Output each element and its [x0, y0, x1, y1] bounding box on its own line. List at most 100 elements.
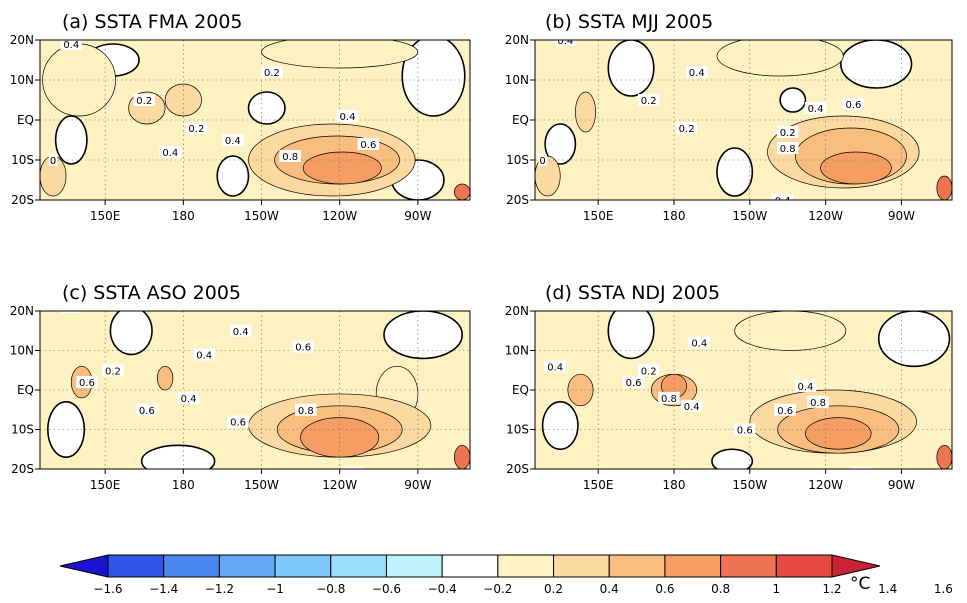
contour-label-bg — [842, 98, 865, 110]
contour-label-bg — [804, 102, 827, 114]
colorbar-tick-label: 0.8 — [711, 582, 730, 596]
x-tick-label: 120W — [808, 478, 843, 492]
contour-label: 0.4 — [684, 402, 700, 413]
contour-label: 0.4 — [808, 104, 824, 115]
contour-label: 0.4 — [162, 148, 178, 159]
contour-region — [575, 91, 597, 133]
y-tick-label: 10S — [506, 153, 529, 167]
y-tick-label: EQ — [17, 113, 34, 127]
x-tick-label: 180 — [172, 209, 195, 223]
contour-label-bg — [227, 415, 249, 428]
contour-region — [734, 311, 847, 351]
contour-region — [454, 444, 470, 469]
contour-label-bg — [850, 466, 872, 469]
ssta-field: 0.4 0.4 0.2 0.2 0.4 0.6 0.2 0.8 0.4 0 — [535, 36, 952, 200]
contour-region — [607, 311, 655, 360]
contour-label-bg — [685, 66, 708, 78]
colorbar-tick-label: −0.8 — [316, 582, 345, 596]
colorbar-swatch — [107, 554, 165, 578]
contour-label-bg — [295, 403, 317, 416]
y-tick-label: EQ — [17, 383, 34, 397]
contour-label: 0.8 — [780, 144, 796, 155]
contour-label: 0.2 — [105, 366, 121, 377]
colorbar-swatch — [608, 554, 666, 578]
contour-label-bg — [357, 138, 380, 150]
contour-region — [109, 311, 153, 356]
y-tick-label: 20N — [10, 304, 34, 318]
contour-label: 0.4 — [557, 36, 573, 47]
contour-label-bg — [688, 336, 711, 349]
contour-label: 0.6 — [737, 426, 753, 437]
contour-label: 0.2 — [641, 366, 657, 377]
colorbar-swatch — [330, 554, 387, 578]
contour-label-bg — [159, 146, 182, 158]
contour-label-bg — [734, 423, 756, 436]
contour-region — [140, 444, 216, 469]
colorbar-tick-label: −1.6 — [93, 582, 122, 596]
y-tick-label: 20S — [11, 193, 34, 207]
contour-label-bg — [554, 40, 577, 46]
x-tick-label: 90W — [888, 209, 915, 223]
contour-region — [454, 183, 470, 200]
contour-label: 0.8 — [298, 406, 314, 417]
y-tick-label: EQ — [512, 383, 529, 397]
y-tick-label: 10N — [10, 344, 34, 358]
contour-label-bg — [538, 154, 547, 166]
contour-region — [541, 401, 579, 451]
contour-label-bg — [185, 122, 208, 134]
contour-label: 0.4 — [181, 394, 197, 405]
panel-title: (a) SSTA FMA 2005 — [62, 11, 243, 33]
contour-label: 0.4 — [196, 350, 212, 361]
contour-label: 0.4 — [225, 136, 241, 147]
contour-label-bg — [102, 364, 124, 377]
colorbar-arrow-left — [59, 554, 109, 578]
colorbar-unit: °C — [850, 574, 870, 594]
contour-label-bg — [771, 194, 794, 200]
x-tick-label: 180 — [172, 478, 195, 492]
colorbar-tick-label: 0.6 — [655, 582, 674, 596]
contour-label: 0.2 — [136, 96, 152, 107]
y-tick-label: 10S — [506, 423, 529, 437]
contour-region — [47, 401, 86, 458]
contour-label-bg — [680, 399, 703, 412]
contour-label: 0.2 — [264, 68, 280, 79]
x-tick-label: 150E — [583, 478, 614, 492]
contour-region — [247, 91, 286, 125]
contour-label-bg — [229, 324, 252, 337]
colorbar-tick-label: 1.4 — [878, 582, 897, 596]
contour-label-bg — [622, 376, 645, 389]
contour-label-bg — [60, 40, 83, 50]
contour-label-bg — [544, 360, 566, 373]
contour-label: 0.2 — [641, 96, 657, 107]
colorbar-swatch — [163, 554, 220, 578]
contour-region — [716, 40, 844, 77]
x-tick-label: 150E — [90, 209, 121, 223]
contour-label-bg — [658, 391, 680, 404]
contour-region — [54, 115, 88, 165]
x-tick-label: 90W — [404, 209, 431, 223]
contour-label-bg — [48, 154, 58, 166]
colorbar-tick-label: 1 — [772, 582, 780, 596]
contour-region — [711, 448, 754, 469]
x-tick-label: 120W — [322, 209, 357, 223]
colorbar-swatch — [274, 554, 332, 578]
x-tick-label: 150W — [244, 478, 279, 492]
panel-2: 0.4 0.4 0.2 0.2 0.4 0.6 0.2 0.8 0.4 0 150E 180 150W 1… — [505, 11, 953, 223]
x-tick-label: 150W — [732, 478, 767, 492]
y-tick-label: 20N — [505, 304, 529, 318]
y-tick-label: 10N — [505, 73, 529, 87]
y-tick-label: 20S — [506, 193, 529, 207]
contour-label-bg — [637, 94, 660, 106]
contour-region — [936, 175, 952, 200]
contour-label: 0.4 — [691, 339, 707, 350]
y-tick-label: EQ — [512, 113, 529, 127]
contour-region — [302, 151, 382, 185]
panel-title: (d) SSTA NDJ 2005 — [545, 282, 720, 304]
contour-label: 0.4 — [63, 303, 79, 314]
panel-1: 0.4 0.2 0.2 0.2 0.4 0.4 0.4 0.6 0.8 0 150E 180 150W 1… — [10, 11, 471, 223]
colorbar-tick-label: −0.4 — [428, 582, 457, 596]
colorbar-swatch — [441, 554, 499, 578]
contour-label: 0.6 — [79, 378, 95, 389]
contour-region — [805, 417, 872, 450]
panel-4: 0.4 0.2 0.4 0.6 0.8 0.4 0.4 0.6 0.8 0.6 0.6 150E 180… — [505, 282, 953, 492]
